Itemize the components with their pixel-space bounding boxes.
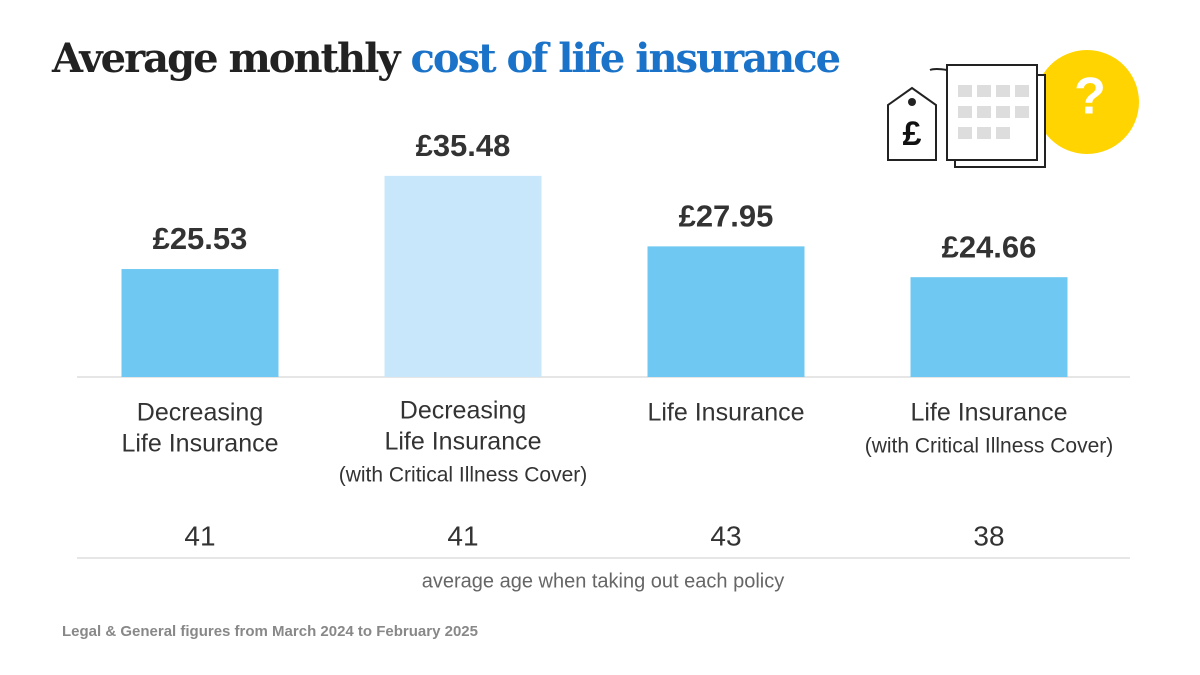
icon-tag — [887, 86, 937, 161]
category-note: (with Critical Illness Cover) — [865, 435, 1114, 458]
age-label: 41 — [447, 520, 478, 551]
value-label: £35.48 — [416, 128, 511, 163]
x-tick-label: Life Insurance — [647, 399, 804, 427]
value-label: £24.66 — [942, 229, 1037, 264]
icon-circle — [1035, 50, 1139, 154]
age-label: 43 — [710, 520, 741, 551]
bar — [647, 246, 805, 377]
x-tick-label: Life Insurance — [910, 399, 1067, 427]
icon-pound: £ — [903, 115, 922, 153]
x-tick-label: Life Insurance — [384, 428, 541, 456]
icon: ? £ — [887, 50, 1139, 168]
chart-title: Average monthly cost of life insurance — [51, 35, 840, 82]
icon-question: ? — [1074, 68, 1106, 126]
bar — [910, 277, 1068, 377]
x-tick-label: Decreasing — [400, 397, 526, 425]
title-part: cost of life insurance — [411, 35, 840, 82]
source: Legal & General figures from March 2024 … — [62, 623, 478, 640]
x-tick-label: Decreasing — [137, 399, 263, 427]
age-label: 41 — [184, 520, 215, 551]
bar — [384, 175, 542, 377]
age-label: 38 — [973, 520, 1004, 551]
title-part: Average monthly — [51, 35, 402, 82]
age-caption: average age when taking out each policy — [422, 570, 784, 592]
value-label: £27.95 — [679, 199, 774, 234]
x-tick-label: Life Insurance — [121, 430, 278, 458]
category-note: (with Critical Illness Cover) — [339, 464, 588, 487]
bar — [121, 269, 279, 377]
icon-grid — [958, 85, 1029, 139]
value-label: £25.53 — [153, 221, 248, 256]
